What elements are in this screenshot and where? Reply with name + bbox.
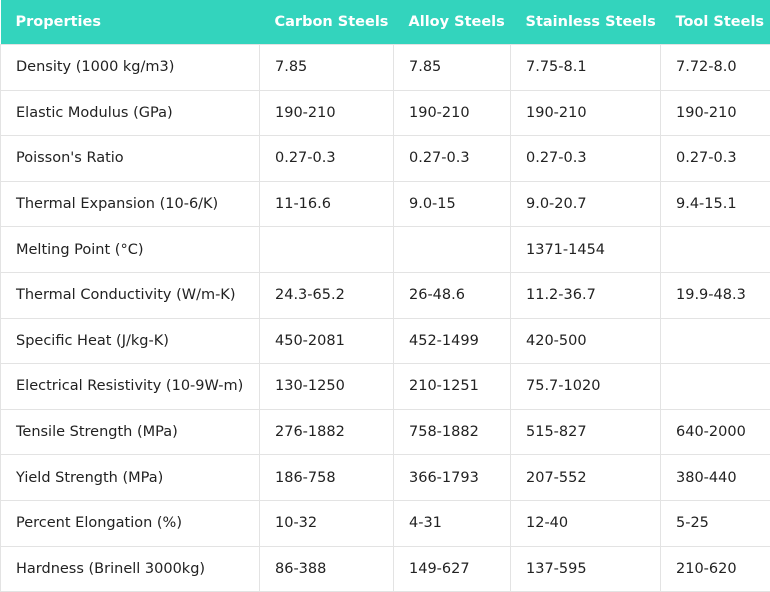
property-cell: Yield Strength (MPa) bbox=[0, 454, 260, 501]
value-cell: 4-31 bbox=[393, 499, 511, 547]
value-cell bbox=[259, 226, 394, 273]
value-cell: 9.0-15 bbox=[393, 180, 511, 228]
value-cell: 0.27-0.3 bbox=[259, 135, 394, 182]
value-cell: 758-1882 bbox=[393, 408, 511, 456]
value-cell: 9.4-15.1 bbox=[660, 180, 770, 228]
property-cell: Electrical Resistivity (10-9W-m) bbox=[0, 363, 260, 410]
value-cell: 640-2000 bbox=[660, 408, 770, 456]
table-row: Yield Strength (MPa) 186-758 366-1793 207-5… bbox=[0, 454, 770, 501]
header-cell: Tool Steels bbox=[660, 0, 770, 45]
value-cell: 26-48.6 bbox=[393, 271, 511, 319]
table-header: Properties Carbon Steels Alloy Steels Stain… bbox=[0, 0, 770, 45]
value-cell: 207-552 bbox=[510, 454, 661, 501]
value-cell: 19.9-48.3 bbox=[660, 271, 770, 319]
table-row: Thermal Expansion (10-6/K) 11-16.6 9.0-15 9… bbox=[0, 180, 770, 228]
value-cell: 450-2081 bbox=[259, 317, 394, 365]
value-cell: 276-1882 bbox=[259, 408, 394, 456]
value-cell: 86-388 bbox=[259, 545, 394, 592]
value-cell: 452-1499 bbox=[393, 317, 511, 365]
value-cell: 210-1251 bbox=[393, 363, 511, 410]
value-cell: 190-210 bbox=[259, 89, 394, 137]
header-cell: Alloy Steels bbox=[393, 0, 511, 45]
value-cell: 380-440 bbox=[660, 454, 770, 501]
value-cell: 210-620 bbox=[660, 545, 770, 592]
table-row: Electrical Resistivity (10-9W-m) 130-1250… bbox=[0, 363, 770, 410]
property-cell: Thermal Expansion (10-6/K) bbox=[0, 180, 260, 228]
property-cell: Percent Elongation (%) bbox=[0, 499, 260, 547]
value-cell: 149-627 bbox=[393, 545, 511, 592]
property-cell: Specific Heat (J/kg-K) bbox=[0, 317, 260, 365]
property-cell: Poisson's Ratio bbox=[0, 135, 260, 182]
table-row: Specific Heat (J/kg-K) 450-2081 452-1499 42… bbox=[0, 317, 770, 365]
value-cell: 0.27-0.3 bbox=[510, 135, 661, 182]
value-cell: 7.72-8.0 bbox=[660, 44, 770, 91]
value-cell: 0.27-0.3 bbox=[660, 135, 770, 182]
value-cell: 1371-1454 bbox=[510, 226, 661, 273]
value-cell: 7.85 bbox=[259, 44, 394, 91]
property-cell: Hardness (Brinell 3000kg) bbox=[0, 545, 260, 592]
value-cell: 0.27-0.3 bbox=[393, 135, 511, 182]
value-cell: 420-500 bbox=[510, 317, 661, 365]
table-row: Hardness (Brinell 3000kg) 86-388 149-627 13… bbox=[0, 545, 770, 592]
property-cell: Tensile Strength (MPa) bbox=[0, 408, 260, 456]
value-cell: 190-210 bbox=[393, 89, 511, 137]
value-cell: 75.7-1020 bbox=[510, 363, 661, 410]
value-cell: 7.75-8.1 bbox=[510, 44, 661, 91]
value-cell bbox=[660, 317, 770, 365]
property-cell: Thermal Conductivity (W/m-K) bbox=[0, 271, 260, 319]
value-cell: 190-210 bbox=[660, 89, 770, 137]
value-cell: 5-25 bbox=[660, 499, 770, 547]
table-row: Melting Point (°C) 1371-1454 bbox=[0, 226, 770, 273]
value-cell: 24.3-65.2 bbox=[259, 271, 394, 319]
value-cell: 11.2-36.7 bbox=[510, 271, 661, 319]
value-cell: 130-1250 bbox=[259, 363, 394, 410]
table-row: Thermal Conductivity (W/m-K) 24.3-65.2 26-… bbox=[0, 271, 770, 319]
property-cell: Density (1000 kg/m3) bbox=[0, 44, 260, 91]
value-cell: 12-40 bbox=[510, 499, 661, 547]
table-row: Tensile Strength (MPa) 276-1882 758-1882 51… bbox=[0, 408, 770, 456]
value-cell: 9.0-20.7 bbox=[510, 180, 661, 228]
table-row: Elastic Modulus (GPa) 190-210 190-210 190-2… bbox=[0, 89, 770, 137]
header-cell: Properties bbox=[0, 0, 260, 45]
table-row: Density (1000 kg/m3) 7.85 7.85 7.75-8.1 7.72… bbox=[0, 44, 770, 91]
value-cell: 186-758 bbox=[259, 454, 394, 501]
table-row: Percent Elongation (%) 10-32 4-31 12-40 5-25 bbox=[0, 499, 770, 547]
header-row: Properties Carbon Steels Alloy Steels Stain… bbox=[0, 0, 770, 45]
value-cell: 190-210 bbox=[510, 89, 661, 137]
value-cell: 11-16.6 bbox=[259, 180, 394, 228]
header-cell: Carbon Steels bbox=[259, 0, 394, 45]
header-cell: Stainless Steels bbox=[510, 0, 661, 45]
property-cell: Melting Point (°C) bbox=[0, 226, 260, 273]
value-cell: 137-595 bbox=[510, 545, 661, 592]
value-cell bbox=[660, 363, 770, 410]
value-cell: 366-1793 bbox=[393, 454, 511, 501]
value-cell bbox=[393, 226, 511, 273]
table-row: Poisson's Ratio 0.27-0.3 0.27-0.3 0.27-0.3 0… bbox=[0, 135, 770, 182]
table-body: Density (1000 kg/m3) 7.85 7.85 7.75-8.1 7.72… bbox=[0, 44, 770, 592]
value-cell bbox=[660, 226, 770, 273]
property-cell: Elastic Modulus (GPa) bbox=[0, 89, 260, 137]
value-cell: 10-32 bbox=[259, 499, 394, 547]
value-cell: 515-827 bbox=[510, 408, 661, 456]
value-cell: 7.85 bbox=[393, 44, 511, 91]
